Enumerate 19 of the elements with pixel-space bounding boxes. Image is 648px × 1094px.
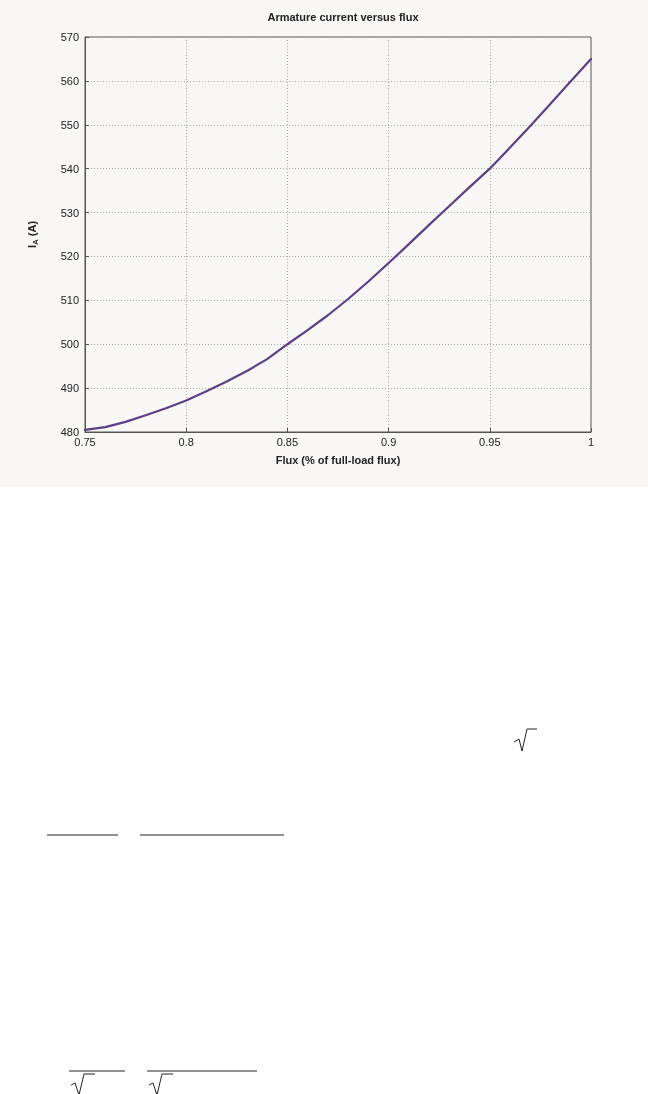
- y-tick-label: 520: [60, 250, 79, 263]
- x-tick-label: 0.9: [380, 435, 397, 448]
- x-axis-title: Flux (% of full-load flux): [275, 453, 401, 466]
- y-tick-label: 480: [60, 426, 79, 438]
- y-tick-label: 540: [60, 162, 79, 175]
- y-axis-title: IA (A): [26, 220, 40, 249]
- y-tick-label: 490: [60, 382, 79, 395]
- y-tick-label: 500: [60, 338, 79, 351]
- y-tick-label: 550: [60, 118, 79, 131]
- y-tick-label: 560: [60, 74, 79, 87]
- x-tick-label: 0.95: [479, 435, 501, 448]
- chart-title: Armature current versus flux: [267, 10, 420, 23]
- x-tick-label: 0.75: [74, 435, 96, 448]
- y-tick-label: 530: [60, 206, 79, 219]
- x-tick-label: 0.85: [276, 435, 299, 448]
- y-tick-label: 570: [60, 31, 79, 43]
- x-tick-label: 0.8: [178, 435, 194, 448]
- y-tick-label: 510: [60, 294, 79, 307]
- x-tick-label: 1: [587, 435, 595, 448]
